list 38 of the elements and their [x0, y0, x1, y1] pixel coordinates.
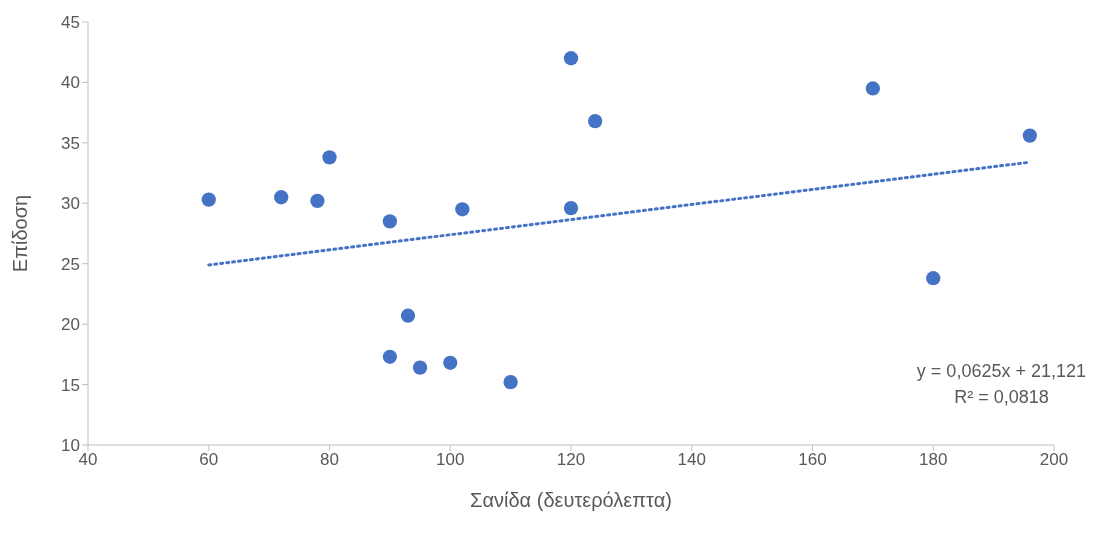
point [201, 192, 216, 207]
point [588, 113, 603, 129]
point [310, 193, 325, 208]
point [455, 202, 470, 217]
y-tick-label: 30 [61, 194, 80, 214]
point [563, 201, 579, 216]
point [274, 190, 289, 205]
x-tick-label: 40 [78, 450, 98, 470]
y-axis-title: Επίδοση [9, 194, 32, 273]
x-tick-label: 200 [1039, 450, 1069, 470]
y-tick-label: 15 [61, 375, 80, 395]
y-tick-label: 10 [61, 436, 80, 456]
x-axis-title: Σανίδα (δευτερόλεπτα) [470, 489, 672, 511]
point [382, 214, 398, 229]
x-tick-label: 120 [556, 450, 586, 470]
point [322, 150, 337, 165]
y-tick-label: 40 [61, 73, 80, 93]
annotation: y = 0,0625x + 21,121 [916, 360, 1086, 383]
point [1022, 128, 1037, 143]
point [926, 271, 941, 286]
x-tick-label: 80 [320, 450, 339, 470]
x-tick-label: 180 [919, 450, 948, 470]
annotation: R² = 0,0818 [953, 386, 1050, 409]
point [382, 349, 398, 364]
y-tick-label: 45 [61, 13, 80, 33]
y-tick-label: 25 [61, 254, 80, 274]
y-tick-label: 20 [61, 315, 80, 335]
point [412, 360, 428, 375]
point [503, 375, 518, 390]
point [400, 308, 416, 323]
x-tick-label: 140 [677, 450, 706, 470]
point [865, 81, 881, 96]
x-tick-label: 60 [199, 450, 219, 470]
point [563, 51, 579, 66]
x-tick-label: 100 [436, 450, 465, 470]
y-tick-label: 35 [61, 133, 80, 153]
x-tick-label: 160 [798, 450, 827, 470]
point [443, 355, 458, 370]
